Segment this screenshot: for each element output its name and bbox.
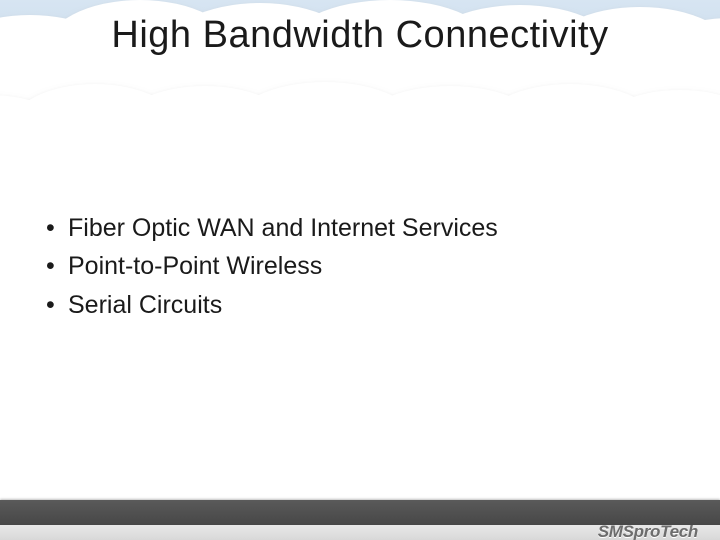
bullet-item: Fiber Optic WAN and Internet Services [42,210,662,246]
footer-light-band: SMSproTech [0,525,720,540]
bullet-item: Serial Circuits [42,287,662,323]
slide-title: High Bandwidth Connectivity [0,14,720,57]
bullet-item: Point-to-Point Wireless [42,248,662,284]
brand-logo-text: SMSproTech [598,522,698,540]
slide-body: Fiber Optic WAN and Internet Services Po… [42,210,662,325]
bullet-list: Fiber Optic WAN and Internet Services Po… [42,210,662,323]
footer: SMSproTech [0,500,720,540]
